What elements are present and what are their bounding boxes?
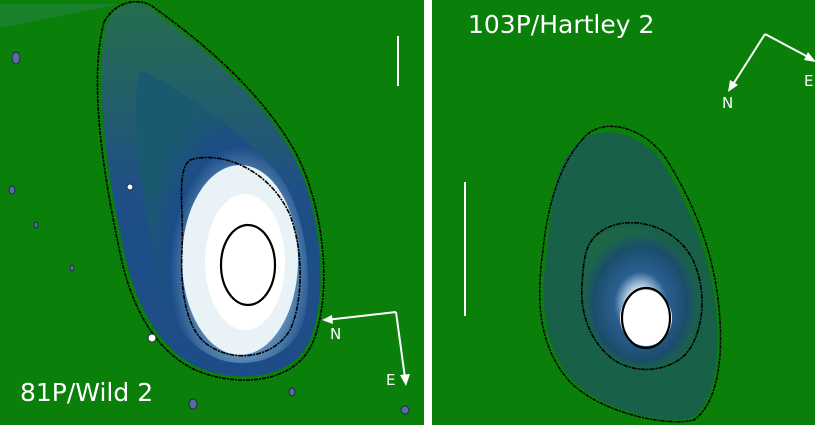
contour-outer xyxy=(538,125,722,423)
compass-arrows xyxy=(728,33,815,92)
compass-east-label: E xyxy=(386,371,396,389)
contour-middle xyxy=(180,156,301,357)
nucleus-region xyxy=(205,194,285,330)
nucleus-region xyxy=(620,290,672,346)
compass-north-label: N xyxy=(330,325,342,343)
compass-north-label: N xyxy=(722,94,734,112)
frame-edge xyxy=(0,4,120,28)
comet-image-panel-wild2: N E 81P/Wild 2 xyxy=(0,0,424,425)
wild2-image xyxy=(0,0,424,425)
comet-name-wild2: 81P/Wild 2 xyxy=(20,378,154,407)
compass-east-label: E xyxy=(804,72,814,90)
contour-outer xyxy=(96,0,325,381)
field-stars xyxy=(8,51,410,415)
comet-name-hartley2: 103P/Hartley 2 xyxy=(468,10,655,39)
comet-image-panel-hartley2: N E 103P/Hartley 2 xyxy=(432,0,815,425)
contour-inner xyxy=(219,223,277,307)
contour-middle xyxy=(580,221,703,371)
compass-arrows xyxy=(322,311,410,386)
hartley2-image xyxy=(432,0,815,425)
contour-inner xyxy=(620,286,672,350)
